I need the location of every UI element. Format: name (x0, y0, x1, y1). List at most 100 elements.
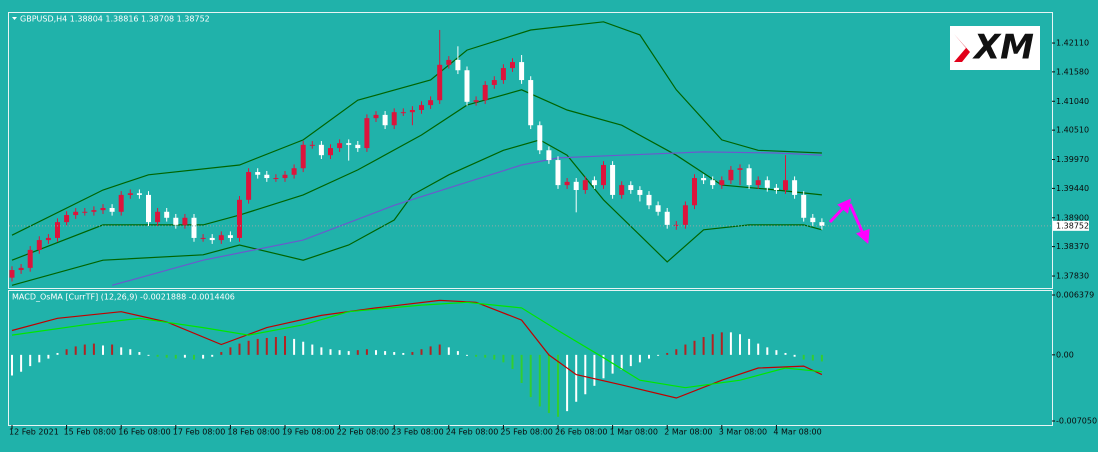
x-tick-label: 2 Mar 08:00 (664, 428, 712, 437)
overlay-line (111, 151, 822, 286)
candle-body (510, 62, 515, 69)
x-tick-label: 4 Mar 08:00 (773, 428, 821, 437)
candle-body (182, 217, 188, 225)
y-tick-label: 1.42110 (1056, 39, 1089, 48)
x-tick-label: 3 Mar 08:00 (719, 428, 767, 437)
candle-body (273, 178, 279, 180)
candle-body (582, 180, 588, 191)
candle-body (246, 172, 252, 200)
macd-line (11, 301, 822, 389)
candle-body (710, 180, 716, 186)
candle-body (209, 237, 215, 241)
current-price-box (1053, 220, 1089, 231)
arrow-down (848, 203, 866, 237)
candle-body (537, 125, 543, 151)
candle-body (500, 68, 506, 81)
candle-body (155, 211, 161, 223)
candle-body (36, 240, 42, 250)
candle-body (364, 118, 370, 149)
candle-body (282, 174, 288, 179)
candle-body (27, 249, 33, 268)
candle-body (9, 270, 15, 278)
candle-body (755, 180, 761, 186)
logo: XM (950, 26, 1040, 70)
candle-body (464, 70, 470, 102)
candle-body (728, 169, 734, 181)
candle-body (555, 160, 561, 186)
x-tick-label: 26 Feb 08:00 (555, 428, 607, 437)
candle-body (318, 144, 324, 156)
x-tick-label: 22 Feb 08:00 (337, 428, 389, 437)
candle-body (801, 194, 807, 218)
x-tick-label: 17 Feb 08:00 (173, 428, 225, 437)
candle-body (391, 112, 397, 126)
candle-body (773, 187, 779, 191)
candle-body (783, 180, 788, 191)
symbol-info: GBPUSD,H4 1.38804 1.38816 1.38708 1.3875… (20, 15, 210, 24)
candle-body (218, 235, 224, 241)
x-tick-label: 16 Feb 08:00 (118, 428, 170, 437)
macd-title: MACD_OsMA [CurrTF] (12,26,9) -0.0021888 … (12, 293, 235, 302)
y-tick-label: 1.39970 (1056, 155, 1089, 164)
candle-body (200, 237, 206, 239)
overlay-line (11, 21, 822, 236)
candle-body (528, 80, 534, 126)
candle-body (337, 143, 343, 149)
candle-body (227, 235, 233, 238)
candle-body (792, 180, 798, 195)
candle-body (255, 172, 261, 175)
candle-body (719, 180, 725, 186)
candle-body (637, 190, 643, 195)
y-tick-label: 1.38900 (1056, 213, 1089, 222)
candle-body (664, 211, 670, 225)
x-tick-label: 24 Feb 08:00 (446, 428, 498, 437)
forecast-arrows (828, 198, 870, 245)
y-tick-label: 1.41040 (1056, 97, 1089, 106)
y-tick-label: 1.41580 (1056, 67, 1089, 76)
candle-body (191, 217, 197, 238)
candle-body (109, 207, 115, 212)
candle-body (746, 168, 752, 186)
candle-body (100, 207, 106, 211)
candle-body (328, 148, 333, 156)
candle-body (82, 211, 88, 213)
candle-body (146, 194, 151, 223)
candle-body (127, 193, 133, 195)
candle-body (692, 178, 697, 206)
candle-body (646, 194, 652, 206)
candle-body (382, 114, 388, 126)
candle-body (737, 168, 743, 170)
candle-body (564, 181, 570, 186)
candle-body (400, 112, 406, 114)
candle-body (355, 144, 361, 149)
candle-body (346, 143, 352, 145)
candle-body (409, 109, 415, 113)
candle-body (136, 193, 142, 195)
arrow-up-head (837, 198, 852, 214)
arrow-down-head (856, 228, 870, 245)
logo-text: XM (972, 28, 1034, 68)
candle-body (610, 164, 616, 195)
candle-body (264, 174, 270, 179)
y-tick-label: 0.006379 (1056, 291, 1094, 300)
candle-body (446, 59, 452, 65)
y-tick-label: 1.38370 (1056, 242, 1089, 251)
candle-body (491, 80, 497, 85)
current-price-label: 1.38752 (1056, 221, 1089, 230)
y-tick-label: 1.37830 (1056, 272, 1089, 281)
y-tick-label: 1.40510 (1056, 126, 1089, 135)
candle-body (482, 84, 488, 101)
candle-body (455, 59, 461, 71)
candle-body (64, 215, 70, 223)
candle-body (701, 178, 707, 181)
candle-body (673, 224, 679, 226)
x-tick-label: 23 Feb 08:00 (391, 428, 443, 437)
x-tick-label: 19 Feb 08:00 (282, 428, 334, 437)
y-tick-label: 1.39440 (1056, 184, 1089, 193)
candle-body (682, 205, 688, 225)
candle-body (55, 222, 60, 238)
candle-body (546, 150, 552, 161)
x-tick-label: 25 Feb 08:00 (500, 428, 552, 437)
x-tick-label: 18 Feb 08:00 (227, 428, 279, 437)
